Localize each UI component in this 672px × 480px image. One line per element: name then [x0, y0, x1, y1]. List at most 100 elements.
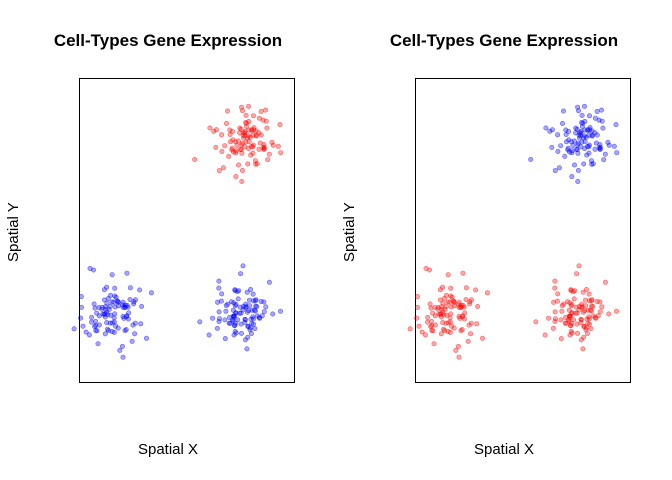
scatter-point	[219, 149, 225, 155]
scatter-point	[243, 123, 249, 129]
scatter-point	[458, 305, 464, 311]
scatter-point	[277, 308, 283, 314]
scatter-point	[602, 151, 608, 157]
scatter-point	[460, 270, 466, 276]
scatter-point	[219, 132, 225, 138]
scatter-point	[138, 321, 144, 327]
scatter-point	[107, 303, 113, 309]
scatter-point	[225, 108, 231, 114]
scatter-point	[210, 315, 216, 321]
scatter-point	[125, 316, 131, 322]
scatter-point	[448, 285, 454, 291]
scatter-point	[569, 301, 575, 307]
scatter-point	[89, 319, 95, 325]
scatter-point	[263, 118, 269, 124]
scatter-point	[111, 329, 117, 335]
scatter-point	[479, 335, 485, 341]
scatter-point	[243, 304, 249, 310]
scatter-point	[550, 325, 556, 331]
scatter-point	[214, 325, 220, 331]
scatter-point	[555, 132, 561, 138]
scatter-point	[448, 311, 454, 317]
scatter-point	[270, 142, 276, 148]
scatter-point	[237, 125, 243, 131]
scatter-point	[112, 285, 118, 291]
scatter-point	[583, 134, 589, 140]
scatter-point	[569, 174, 575, 180]
scatter-point	[414, 315, 420, 321]
scatter-point	[592, 315, 598, 321]
scatter-point	[87, 265, 93, 271]
scatter-point	[129, 338, 135, 344]
scatter-point	[559, 308, 565, 314]
scatter-point	[261, 147, 267, 153]
scatter-point	[585, 320, 591, 326]
scatter-point	[216, 278, 222, 284]
scatter-point	[588, 158, 594, 164]
scatter-point	[567, 313, 573, 319]
scatter-point	[579, 304, 585, 310]
scatter-point	[445, 272, 451, 278]
scatter-point	[239, 104, 245, 110]
scatter-point	[445, 299, 451, 305]
scatter-point	[451, 325, 457, 331]
scatter-point	[456, 299, 462, 305]
scatter-point	[605, 139, 611, 145]
scatter-point	[432, 322, 438, 328]
scatter-point	[579, 123, 585, 129]
scatter-point	[252, 326, 258, 332]
scatter-point	[247, 325, 253, 331]
scatter-point	[571, 138, 577, 144]
scatter-point	[466, 322, 472, 328]
scatter-point	[581, 334, 587, 340]
scatter-point	[251, 298, 257, 304]
scatter-point	[581, 161, 587, 167]
scatter-point	[586, 113, 592, 119]
scatter-point	[232, 323, 238, 329]
scatter-point	[226, 320, 232, 326]
scatter-point	[447, 319, 453, 325]
scatter-point	[270, 311, 276, 317]
scatter-point	[236, 288, 242, 294]
scatter-point	[248, 331, 254, 337]
scatter-point	[241, 130, 247, 136]
scatter-point	[127, 297, 133, 303]
scatter-point	[428, 305, 434, 311]
scatter-point	[106, 306, 112, 312]
scatter-point	[563, 139, 569, 145]
scatter-point	[258, 109, 264, 115]
scatter-point	[569, 148, 575, 154]
scatter-point	[229, 145, 235, 151]
scatter-point	[573, 310, 579, 316]
scatter-point	[228, 139, 234, 145]
scatter-point	[572, 288, 578, 294]
scatter-point	[562, 153, 568, 159]
scatter-point	[92, 305, 98, 311]
scatter-point	[459, 327, 465, 333]
scatter-point	[586, 142, 592, 148]
scatter-point	[423, 265, 429, 271]
scatter-point	[571, 317, 577, 323]
scatter-point	[438, 331, 444, 337]
scatter-point	[132, 331, 138, 337]
scatter-point	[580, 346, 586, 352]
scatter-point	[222, 143, 228, 149]
scatter-point	[588, 326, 594, 332]
scatter-point	[427, 301, 433, 307]
scatter-point	[473, 287, 479, 293]
scatter-point	[197, 319, 203, 325]
scatter-point	[222, 336, 228, 342]
scatter-point	[461, 316, 467, 322]
scatter-point	[246, 127, 252, 133]
scatter-point	[248, 316, 254, 322]
scatter-point	[560, 108, 566, 114]
scatter-point	[130, 322, 136, 328]
scatter-point	[559, 121, 565, 127]
scatter-point	[278, 150, 284, 156]
x-axis-label: Spatial X	[473, 441, 535, 458]
scatter-point	[121, 315, 127, 321]
scatter-point	[258, 132, 264, 138]
scatter-point	[549, 144, 555, 150]
scatter-point	[122, 305, 128, 311]
scatter-point	[429, 327, 435, 333]
